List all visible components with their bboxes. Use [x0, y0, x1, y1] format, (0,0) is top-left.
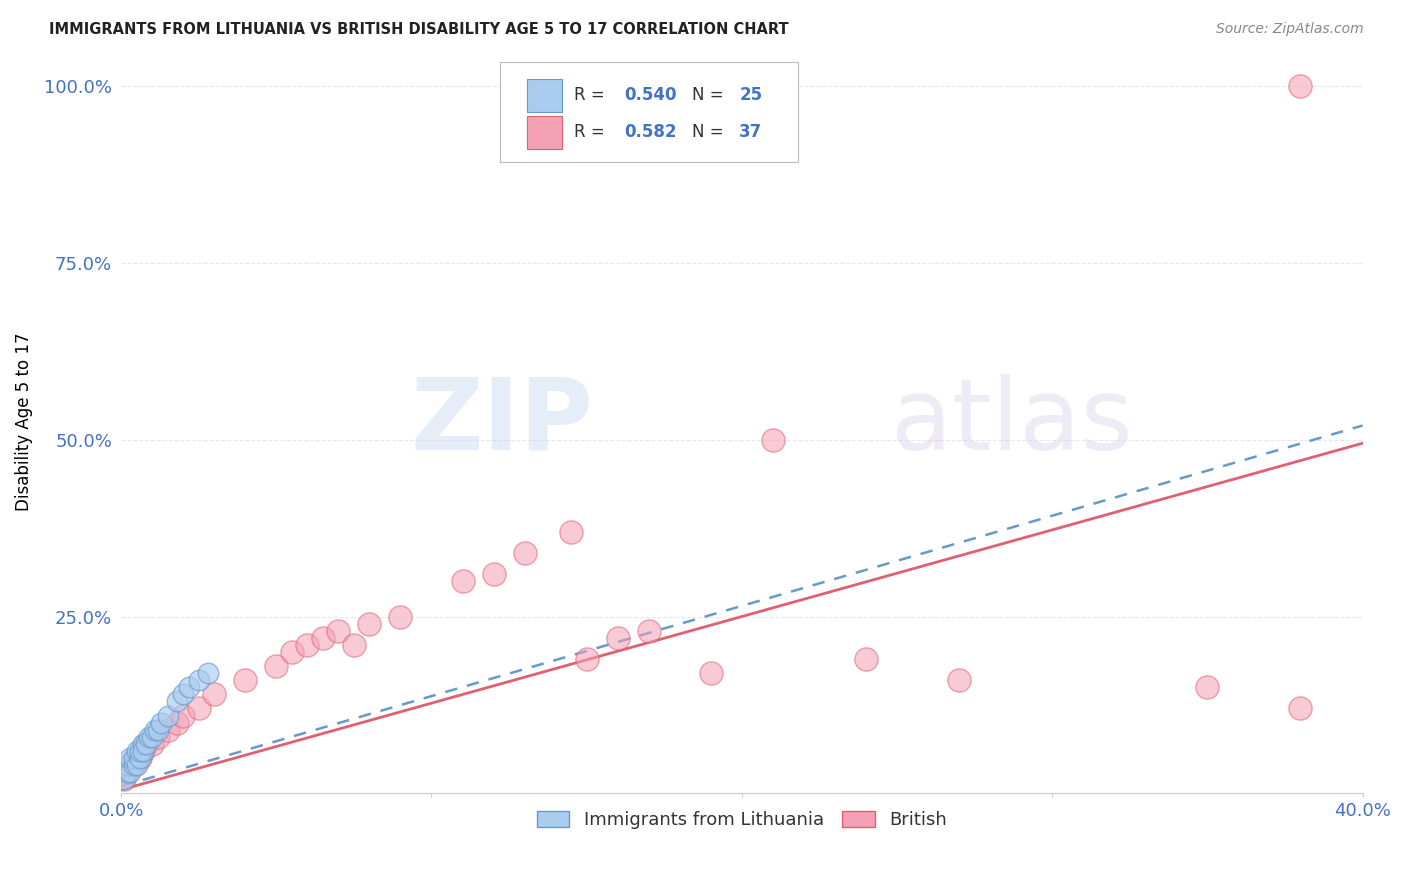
Text: IMMIGRANTS FROM LITHUANIA VS BRITISH DISABILITY AGE 5 TO 17 CORRELATION CHART: IMMIGRANTS FROM LITHUANIA VS BRITISH DIS… [49, 22, 789, 37]
FancyBboxPatch shape [499, 62, 797, 162]
Point [148, 730, 170, 744]
Point [135, 737, 157, 751]
Point [150, 715, 173, 730]
Point [117, 765, 139, 780]
Point [1289, 78, 1312, 93]
Point [120, 765, 142, 780]
Point [141, 730, 163, 744]
Text: 37: 37 [740, 123, 762, 141]
Bar [527, 78, 562, 112]
Point [637, 624, 659, 638]
Point [125, 758, 148, 772]
Text: 25: 25 [740, 87, 762, 104]
Text: Source: ZipAtlas.com: Source: ZipAtlas.com [1216, 22, 1364, 37]
Point [125, 744, 148, 758]
Point [297, 638, 319, 652]
Point [482, 567, 505, 582]
Point [117, 765, 139, 780]
Text: 0.582: 0.582 [624, 123, 676, 141]
Point [179, 680, 201, 694]
Point [281, 645, 304, 659]
Y-axis label: Disability Age 5 to 17: Disability Age 5 to 17 [15, 333, 32, 511]
Point [855, 652, 877, 666]
Point [312, 631, 335, 645]
Point [112, 772, 135, 787]
Point [112, 772, 135, 787]
Point [128, 751, 150, 765]
Point [343, 638, 366, 652]
Point [117, 758, 139, 772]
Point [156, 708, 179, 723]
Point [187, 701, 209, 715]
Point [132, 737, 155, 751]
Point [120, 758, 142, 772]
Text: R =: R = [574, 123, 610, 141]
Point [138, 730, 160, 744]
Point [166, 715, 188, 730]
Point [700, 666, 723, 681]
Point [762, 433, 785, 447]
Point [166, 694, 188, 708]
Point [148, 723, 170, 737]
Point [560, 524, 582, 539]
Point [172, 708, 194, 723]
Point [197, 666, 219, 681]
Point [948, 673, 970, 688]
Point [143, 723, 166, 737]
Point [575, 652, 598, 666]
Point [122, 758, 145, 772]
Text: R =: R = [574, 87, 610, 104]
Point [266, 659, 288, 673]
Point [389, 609, 412, 624]
Point [172, 687, 194, 701]
Bar [527, 116, 562, 149]
Point [202, 687, 225, 701]
Point [1197, 680, 1219, 694]
Point [606, 631, 628, 645]
Point [132, 744, 155, 758]
Point [120, 751, 142, 765]
Text: 0.540: 0.540 [624, 87, 676, 104]
Point [122, 751, 145, 765]
Text: ZIP: ZIP [411, 374, 593, 470]
Legend: Immigrants from Lithuania, British: Immigrants from Lithuania, British [530, 804, 955, 837]
Point [128, 744, 150, 758]
Point [513, 546, 536, 560]
Point [141, 737, 163, 751]
Point [122, 758, 145, 772]
Text: atlas: atlas [891, 374, 1132, 470]
Point [187, 673, 209, 688]
Point [156, 723, 179, 737]
Point [128, 751, 150, 765]
Point [359, 616, 381, 631]
Point [451, 574, 474, 589]
Point [135, 737, 157, 751]
Point [233, 673, 256, 688]
Point [328, 624, 350, 638]
Point [125, 751, 148, 765]
Point [1289, 701, 1312, 715]
Text: N =: N = [692, 123, 730, 141]
Text: N =: N = [692, 87, 730, 104]
Point [132, 744, 155, 758]
